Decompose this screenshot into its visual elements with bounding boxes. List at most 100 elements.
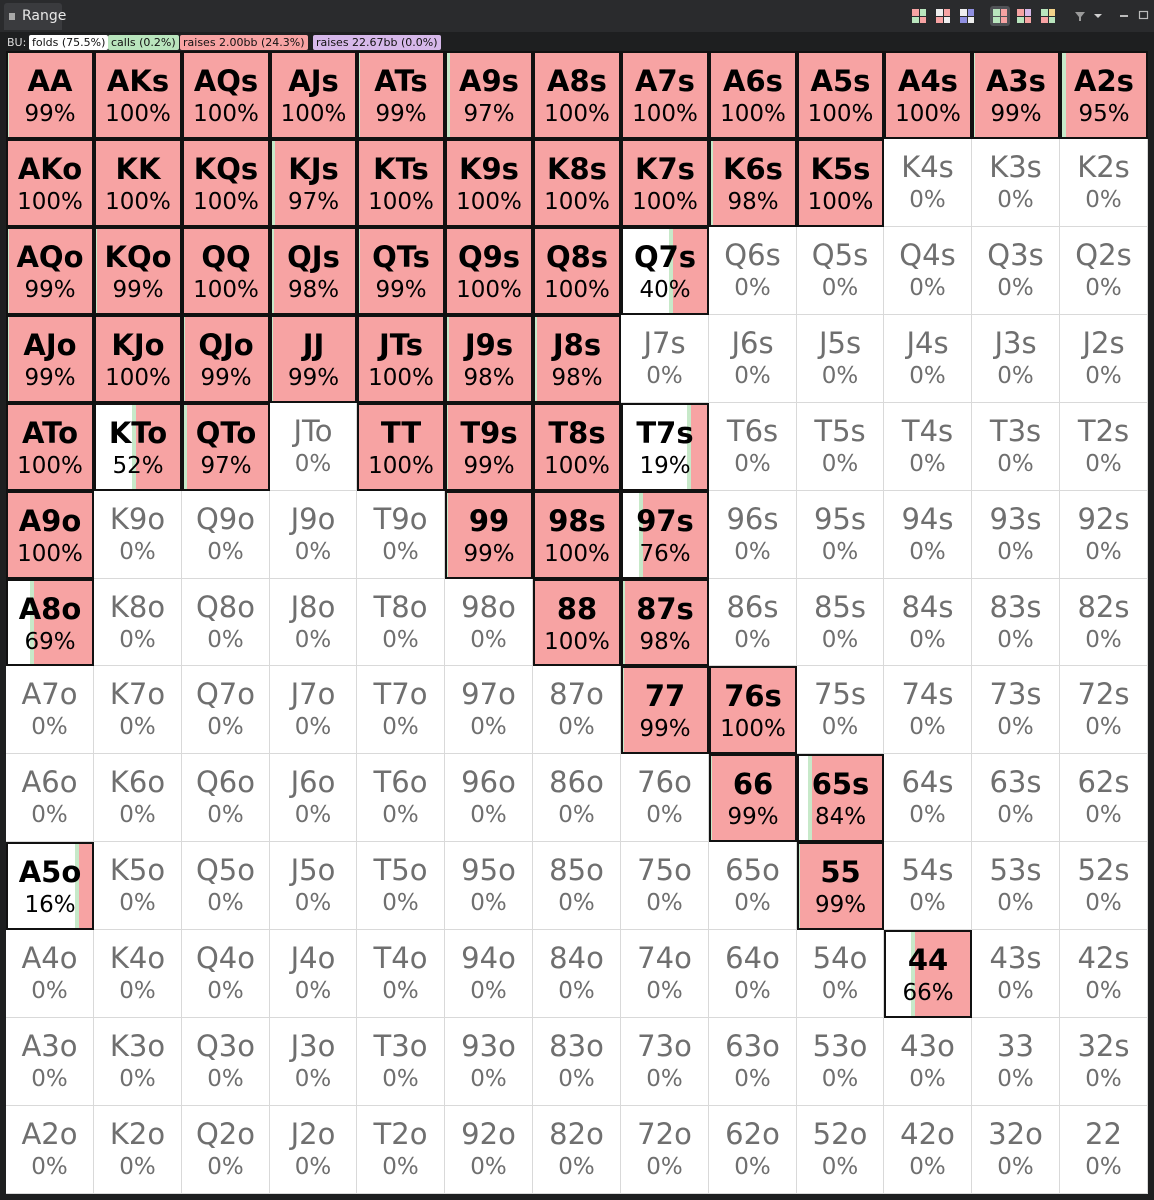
hand-cell-A4o[interactable]: A4o 0% bbox=[6, 930, 94, 1018]
hand-cell-42o[interactable]: 42o 0% bbox=[884, 1106, 972, 1194]
hand-cell-A5s[interactable]: A5s 100% bbox=[797, 51, 884, 139]
hand-cell-Q3s[interactable]: Q3s 0% bbox=[972, 227, 1060, 315]
hand-cell-A7o[interactable]: A7o 0% bbox=[6, 666, 94, 754]
hand-cell-63s[interactable]: 63s 0% bbox=[972, 754, 1060, 842]
hand-cell-J4s[interactable]: J4s 0% bbox=[884, 315, 972, 403]
hand-cell-T4o[interactable]: T4o 0% bbox=[357, 930, 445, 1018]
hand-cell-A9s[interactable]: A9s 97% bbox=[445, 51, 533, 139]
hand-cell-K5s[interactable]: K5s 100% bbox=[797, 139, 884, 227]
hand-cell-KQs[interactable]: KQs 100% bbox=[182, 139, 270, 227]
legend-calls[interactable]: calls (0.2%) bbox=[108, 35, 179, 50]
hand-cell-T2o[interactable]: T2o 0% bbox=[357, 1106, 445, 1194]
hand-cell-86s[interactable]: 86s 0% bbox=[709, 579, 797, 666]
hand-cell-95s[interactable]: 95s 0% bbox=[797, 491, 884, 579]
hand-cell-76s[interactable]: 76s 100% bbox=[709, 666, 797, 754]
hand-cell-53s[interactable]: 53s 0% bbox=[972, 842, 1060, 930]
hand-cell-Q7o[interactable]: Q7o 0% bbox=[182, 666, 270, 754]
hand-cell-J3s[interactable]: J3s 0% bbox=[972, 315, 1060, 403]
hand-cell-J6o[interactable]: J6o 0% bbox=[270, 754, 357, 842]
hand-cell-Q9o[interactable]: Q9o 0% bbox=[182, 491, 270, 579]
hand-cell-AA[interactable]: AA 99% bbox=[6, 51, 94, 139]
compare-view-button[interactable] bbox=[933, 6, 953, 26]
hand-cell-74o[interactable]: 74o 0% bbox=[621, 930, 709, 1018]
hand-cell-77[interactable]: 77 99% bbox=[621, 666, 709, 754]
hand-cell-A2s[interactable]: A2s 95% bbox=[1060, 51, 1148, 139]
frequency-view-button[interactable] bbox=[1014, 6, 1034, 26]
hand-cell-72s[interactable]: 72s 0% bbox=[1060, 666, 1148, 754]
hand-cell-K2s[interactable]: K2s 0% bbox=[1060, 139, 1148, 227]
hand-cell-T3s[interactable]: T3s 0% bbox=[972, 403, 1060, 491]
hand-cell-Q8o[interactable]: Q8o 0% bbox=[182, 579, 270, 666]
hand-cell-T7o[interactable]: T7o 0% bbox=[357, 666, 445, 754]
hand-cell-Q8s[interactable]: Q8s 100% bbox=[533, 227, 621, 315]
hand-cell-A8o[interactable]: A8o 69% bbox=[6, 579, 94, 666]
hand-cell-A6s[interactable]: A6s 100% bbox=[709, 51, 797, 139]
hand-cell-A7s[interactable]: A7s 100% bbox=[621, 51, 709, 139]
hand-cell-JJ[interactable]: JJ 99% bbox=[270, 315, 357, 403]
hand-cell-J4o[interactable]: J4o 0% bbox=[270, 930, 357, 1018]
hand-cell-K4o[interactable]: K4o 0% bbox=[94, 930, 182, 1018]
hand-cell-98s[interactable]: 98s 100% bbox=[533, 491, 621, 579]
hand-cell-A8s[interactable]: A8s 100% bbox=[533, 51, 621, 139]
hand-cell-Q2s[interactable]: Q2s 0% bbox=[1060, 227, 1148, 315]
hand-cell-T8o[interactable]: T8o 0% bbox=[357, 579, 445, 666]
hand-cell-T7s[interactable]: T7s 19% bbox=[621, 403, 709, 491]
hand-cell-AKs[interactable]: AKs 100% bbox=[94, 51, 182, 139]
hand-cell-Q3o[interactable]: Q3o 0% bbox=[182, 1018, 270, 1106]
legend-folds[interactable]: folds (75.5%) bbox=[29, 35, 109, 50]
ev-view-button[interactable] bbox=[957, 6, 977, 26]
hand-cell-97s[interactable]: 97s 76% bbox=[621, 491, 709, 579]
hand-cell-JTo[interactable]: JTo 0% bbox=[270, 403, 357, 491]
hand-cell-A2o[interactable]: A2o 0% bbox=[6, 1106, 94, 1194]
legend-raises-small[interactable]: raises 2.00bb (24.3%) bbox=[180, 35, 308, 50]
hand-cell-T3o[interactable]: T3o 0% bbox=[357, 1018, 445, 1106]
hand-cell-86o[interactable]: 86o 0% bbox=[533, 754, 621, 842]
hand-cell-K4s[interactable]: K4s 0% bbox=[884, 139, 972, 227]
hand-cell-J5o[interactable]: J5o 0% bbox=[270, 842, 357, 930]
hand-cell-T9o[interactable]: T9o 0% bbox=[357, 491, 445, 579]
hand-cell-T9s[interactable]: T9s 99% bbox=[445, 403, 533, 491]
hand-cell-62o[interactable]: 62o 0% bbox=[709, 1106, 797, 1194]
hand-cell-T8s[interactable]: T8s 100% bbox=[533, 403, 621, 491]
hand-cell-22[interactable]: 22 0% bbox=[1060, 1106, 1148, 1194]
hand-cell-65o[interactable]: 65o 0% bbox=[709, 842, 797, 930]
hand-cell-QTs[interactable]: QTs 99% bbox=[357, 227, 445, 315]
hand-cell-99[interactable]: 99 99% bbox=[445, 491, 533, 579]
hand-cell-75o[interactable]: 75o 0% bbox=[621, 842, 709, 930]
hand-cell-82s[interactable]: 82s 0% bbox=[1060, 579, 1148, 666]
strategy-view-button[interactable] bbox=[990, 6, 1010, 26]
hand-cell-32o[interactable]: 32o 0% bbox=[972, 1106, 1060, 1194]
hand-cell-T5s[interactable]: T5s 0% bbox=[797, 403, 884, 491]
hand-cell-Q4o[interactable]: Q4o 0% bbox=[182, 930, 270, 1018]
hand-cell-A3o[interactable]: A3o 0% bbox=[6, 1018, 94, 1106]
hand-cell-J8s[interactable]: J8s 98% bbox=[533, 315, 621, 403]
hand-cell-T5o[interactable]: T5o 0% bbox=[357, 842, 445, 930]
hand-cell-93o[interactable]: 93o 0% bbox=[445, 1018, 533, 1106]
hand-cell-K9s[interactable]: K9s 100% bbox=[445, 139, 533, 227]
hand-cell-KJs[interactable]: KJs 97% bbox=[270, 139, 357, 227]
hand-cell-Q6s[interactable]: Q6s 0% bbox=[709, 227, 797, 315]
hand-cell-97o[interactable]: 97o 0% bbox=[445, 666, 533, 754]
hand-cell-94s[interactable]: 94s 0% bbox=[884, 491, 972, 579]
hand-cell-K8o[interactable]: K8o 0% bbox=[94, 579, 182, 666]
hand-cell-73s[interactable]: 73s 0% bbox=[972, 666, 1060, 754]
hand-cell-A5o[interactable]: A5o 16% bbox=[6, 842, 94, 930]
hand-cell-88[interactable]: 88 100% bbox=[533, 579, 621, 666]
hand-cell-A3s[interactable]: A3s 99% bbox=[972, 51, 1060, 139]
minimize-button[interactable] bbox=[1115, 6, 1133, 24]
hand-cell-K7s[interactable]: K7s 100% bbox=[621, 139, 709, 227]
hand-cell-64o[interactable]: 64o 0% bbox=[709, 930, 797, 1018]
hand-cell-54s[interactable]: 54s 0% bbox=[884, 842, 972, 930]
hand-cell-K2o[interactable]: K2o 0% bbox=[94, 1106, 182, 1194]
hand-cell-92o[interactable]: 92o 0% bbox=[445, 1106, 533, 1194]
filter-button[interactable] bbox=[1070, 6, 1108, 26]
hand-cell-ATs[interactable]: ATs 99% bbox=[357, 51, 445, 139]
hand-cell-Q6o[interactable]: Q6o 0% bbox=[182, 754, 270, 842]
hand-cell-Q4s[interactable]: Q4s 0% bbox=[884, 227, 972, 315]
hand-cell-53o[interactable]: 53o 0% bbox=[797, 1018, 884, 1106]
hand-cell-96o[interactable]: 96o 0% bbox=[445, 754, 533, 842]
hand-cell-Q5o[interactable]: Q5o 0% bbox=[182, 842, 270, 930]
hand-cell-QTo[interactable]: QTo 97% bbox=[182, 403, 270, 491]
hand-cell-42s[interactable]: 42s 0% bbox=[1060, 930, 1148, 1018]
hand-cell-J5s[interactable]: J5s 0% bbox=[797, 315, 884, 403]
